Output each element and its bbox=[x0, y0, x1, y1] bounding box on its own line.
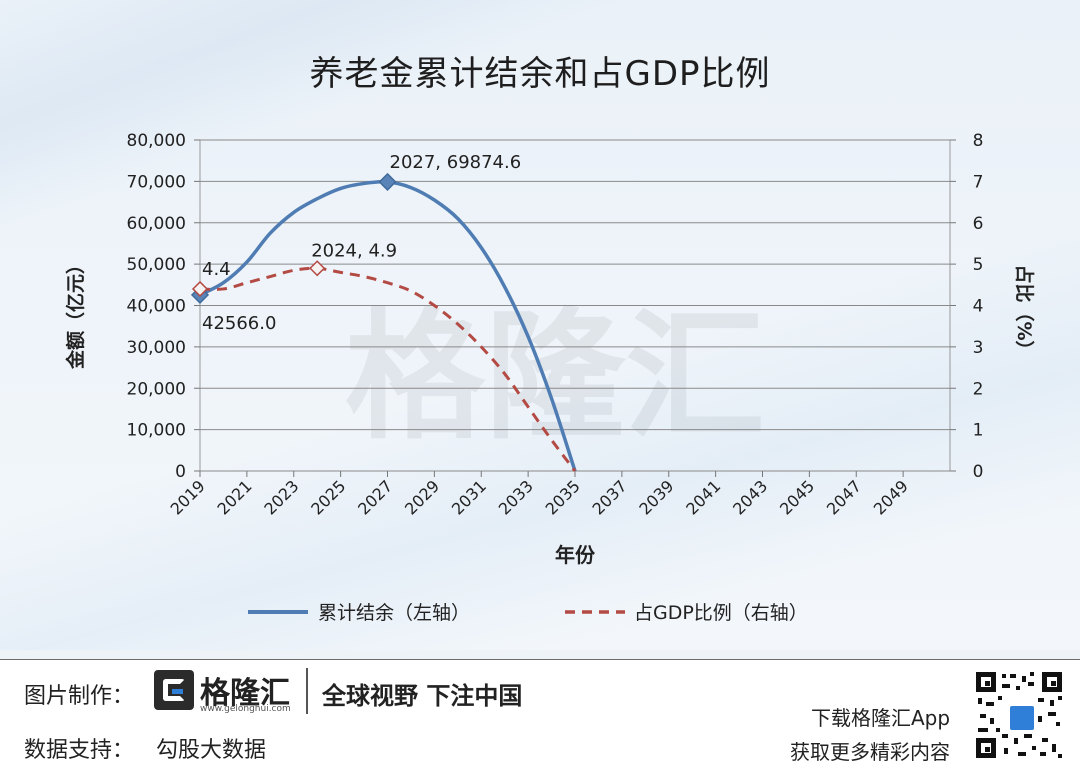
data-source: 勾股大数据 bbox=[156, 738, 267, 763]
y-right-axis-label: 占比（%） bbox=[1013, 264, 1036, 359]
y-right-tick-label: 1 bbox=[973, 421, 984, 441]
data-label: 2027, 69874.6 bbox=[390, 152, 522, 173]
marker-gdp-ratio bbox=[309, 260, 326, 277]
x-tick-label: 2031 bbox=[448, 476, 490, 518]
qr-code-icon bbox=[972, 668, 1066, 762]
x-tick-label: 2027 bbox=[354, 476, 396, 518]
brand-url: www.gelonghui.com bbox=[200, 704, 291, 714]
background bbox=[0, 0, 1080, 650]
data-label: 42566.0 bbox=[202, 313, 276, 334]
x-tick-label: 2049 bbox=[870, 476, 912, 518]
legend-label-gdp-ratio: 占GDP比例（右轴） bbox=[634, 602, 808, 624]
y-left-tick-label: 60,000 bbox=[127, 214, 186, 234]
y-right-tick-label: 8 bbox=[973, 131, 984, 151]
y-left-axis-label: 金额（亿元） bbox=[64, 255, 87, 370]
x-tick-label: 2019 bbox=[167, 476, 209, 518]
x-tick-label: 2023 bbox=[260, 476, 302, 518]
y-right-tick-label: 3 bbox=[973, 338, 984, 358]
y-left-tick-label: 70,000 bbox=[127, 172, 186, 192]
more-content-text: 获取更多精彩内容 bbox=[790, 740, 950, 764]
marker-cumulative-balance bbox=[378, 172, 397, 191]
x-tick-label: 2045 bbox=[776, 476, 818, 518]
x-tick-label: 2033 bbox=[495, 476, 537, 518]
y-right-tick-label: 6 bbox=[973, 214, 984, 234]
y-right-tick-label: 0 bbox=[973, 462, 984, 482]
data-label: 2024, 4.9 bbox=[311, 240, 397, 261]
x-tick-label: 2035 bbox=[542, 476, 584, 518]
y-right-tick-label: 4 bbox=[973, 297, 984, 317]
y-right-tick-label: 5 bbox=[973, 255, 984, 275]
x-tick-label: 2043 bbox=[729, 476, 771, 518]
watermark: 格隆汇 bbox=[345, 296, 765, 459]
slogan: 全球视野 下注中国 bbox=[322, 682, 523, 710]
x-tick-label: 2025 bbox=[307, 476, 349, 518]
data-label: 4.4 bbox=[202, 259, 231, 280]
x-tick-label: 2037 bbox=[588, 476, 630, 518]
brand-name: 格隆汇 bbox=[200, 676, 290, 711]
y-left-tick-label: 40,000 bbox=[127, 297, 186, 317]
x-tick-label: 2039 bbox=[635, 476, 677, 518]
series-line-gdp-ratio bbox=[199, 266, 577, 472]
y-left-tick-label: 20,000 bbox=[127, 379, 186, 399]
y-left-tick-label: 10,000 bbox=[127, 421, 186, 441]
data-support-label: 数据支持： bbox=[24, 738, 135, 763]
footer-vertical-divider bbox=[306, 668, 308, 714]
marker-gdp-ratio bbox=[191, 280, 209, 298]
y-left-tick-label: 0 bbox=[175, 462, 186, 482]
y-left-tick-label: 80,000 bbox=[127, 131, 186, 151]
x-tick-label: 2021 bbox=[213, 476, 255, 518]
chart-area: 格隆汇 0 10,000 20,000 30,000 40,000 50,000 60,000… bbox=[64, 131, 1036, 624]
y-right-tick-label: 7 bbox=[973, 172, 984, 192]
y-left-tick-label: 30,000 bbox=[127, 338, 186, 358]
legend-label-cumulative-balance: 累计结余（左轴） bbox=[318, 602, 470, 624]
download-app-text: 下载格隆汇App bbox=[811, 706, 951, 730]
x-tick-label: 2041 bbox=[682, 476, 724, 518]
x-tick-label: 2029 bbox=[401, 476, 443, 518]
x-axis-label: 年份 bbox=[555, 543, 596, 567]
x-tick-label: 2047 bbox=[823, 476, 865, 518]
image-credit-label: 图片制作： bbox=[24, 684, 135, 709]
chart-title: 养老金累计结余和占GDP比例 bbox=[309, 54, 771, 94]
gelonghui-logo-icon bbox=[154, 670, 194, 710]
y-left-tick-label: 50,000 bbox=[127, 255, 186, 275]
y-right-tick-label: 2 bbox=[973, 379, 984, 399]
